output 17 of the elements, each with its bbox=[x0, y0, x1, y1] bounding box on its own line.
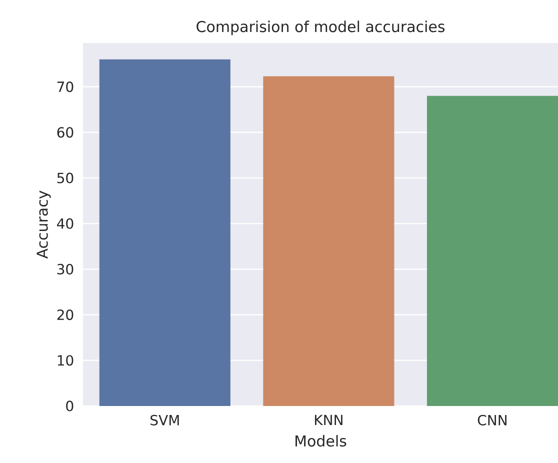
x-tick-label: CNN bbox=[478, 414, 506, 426]
bar bbox=[99, 59, 230, 406]
bar bbox=[426, 96, 558, 406]
y-tick-label: 20 bbox=[57, 309, 74, 320]
y-tick-label: 40 bbox=[57, 218, 74, 229]
y-tick-label: 70 bbox=[57, 81, 74, 92]
y-tick-label: 50 bbox=[57, 172, 74, 184]
y-tick-label: 60 bbox=[57, 127, 74, 138]
x-tick-label: KNN bbox=[315, 414, 342, 426]
bar bbox=[263, 76, 394, 406]
chart-title: Comparision of model accuracies bbox=[196, 20, 445, 36]
y-tick-label: 0 bbox=[66, 400, 74, 412]
y-axis-title: Accuracy bbox=[36, 190, 51, 259]
x-tick-label: SVM bbox=[150, 414, 179, 426]
x-axis-title: Models bbox=[296, 434, 346, 447]
y-tick-label: 30 bbox=[57, 264, 74, 274]
y-tick-label: 10 bbox=[58, 355, 74, 366]
